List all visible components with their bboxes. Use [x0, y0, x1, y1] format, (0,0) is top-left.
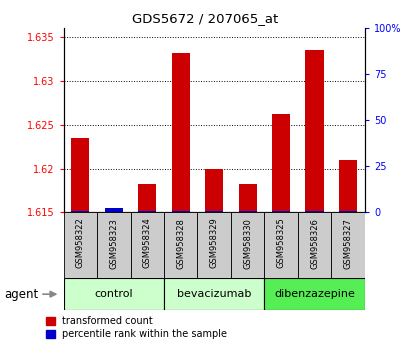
- Bar: [71, 138, 89, 212]
- Bar: [138, 211, 156, 212]
- FancyBboxPatch shape: [230, 212, 264, 278]
- Text: GSM958327: GSM958327: [343, 218, 352, 269]
- Bar: [305, 211, 323, 212]
- Text: agent: agent: [4, 288, 38, 301]
- Bar: [305, 50, 323, 212]
- FancyBboxPatch shape: [63, 278, 164, 310]
- Bar: [204, 211, 223, 212]
- Bar: [338, 211, 357, 212]
- FancyBboxPatch shape: [297, 212, 330, 278]
- Bar: [204, 169, 223, 212]
- Bar: [338, 160, 357, 212]
- Text: bevacizumab: bevacizumab: [177, 289, 251, 299]
- Bar: [104, 208, 123, 212]
- Text: GSM958323: GSM958323: [109, 218, 118, 269]
- Bar: [171, 211, 189, 212]
- Bar: [238, 211, 256, 212]
- Text: GSM958324: GSM958324: [142, 218, 151, 268]
- FancyBboxPatch shape: [130, 212, 164, 278]
- Bar: [171, 53, 189, 212]
- FancyBboxPatch shape: [197, 212, 230, 278]
- Bar: [271, 211, 290, 212]
- FancyBboxPatch shape: [330, 212, 364, 278]
- FancyBboxPatch shape: [97, 212, 130, 278]
- Text: GDS5672 / 207065_at: GDS5672 / 207065_at: [132, 12, 277, 25]
- Bar: [271, 114, 290, 212]
- Legend: transformed count, percentile rank within the sample: transformed count, percentile rank withi…: [46, 316, 227, 339]
- FancyBboxPatch shape: [264, 212, 297, 278]
- Text: GSM958322: GSM958322: [76, 218, 85, 268]
- Text: control: control: [94, 289, 133, 299]
- Text: dibenzazepine: dibenzazepine: [274, 289, 354, 299]
- FancyBboxPatch shape: [164, 278, 264, 310]
- Bar: [238, 184, 256, 212]
- Bar: [138, 184, 156, 212]
- FancyBboxPatch shape: [164, 212, 197, 278]
- Text: GSM958325: GSM958325: [276, 218, 285, 268]
- Text: GSM958328: GSM958328: [176, 218, 185, 269]
- Text: GSM958329: GSM958329: [209, 218, 218, 268]
- Text: GSM958326: GSM958326: [310, 218, 318, 269]
- FancyBboxPatch shape: [63, 212, 97, 278]
- FancyBboxPatch shape: [264, 278, 364, 310]
- Bar: [71, 211, 89, 212]
- Text: GSM958330: GSM958330: [243, 218, 252, 269]
